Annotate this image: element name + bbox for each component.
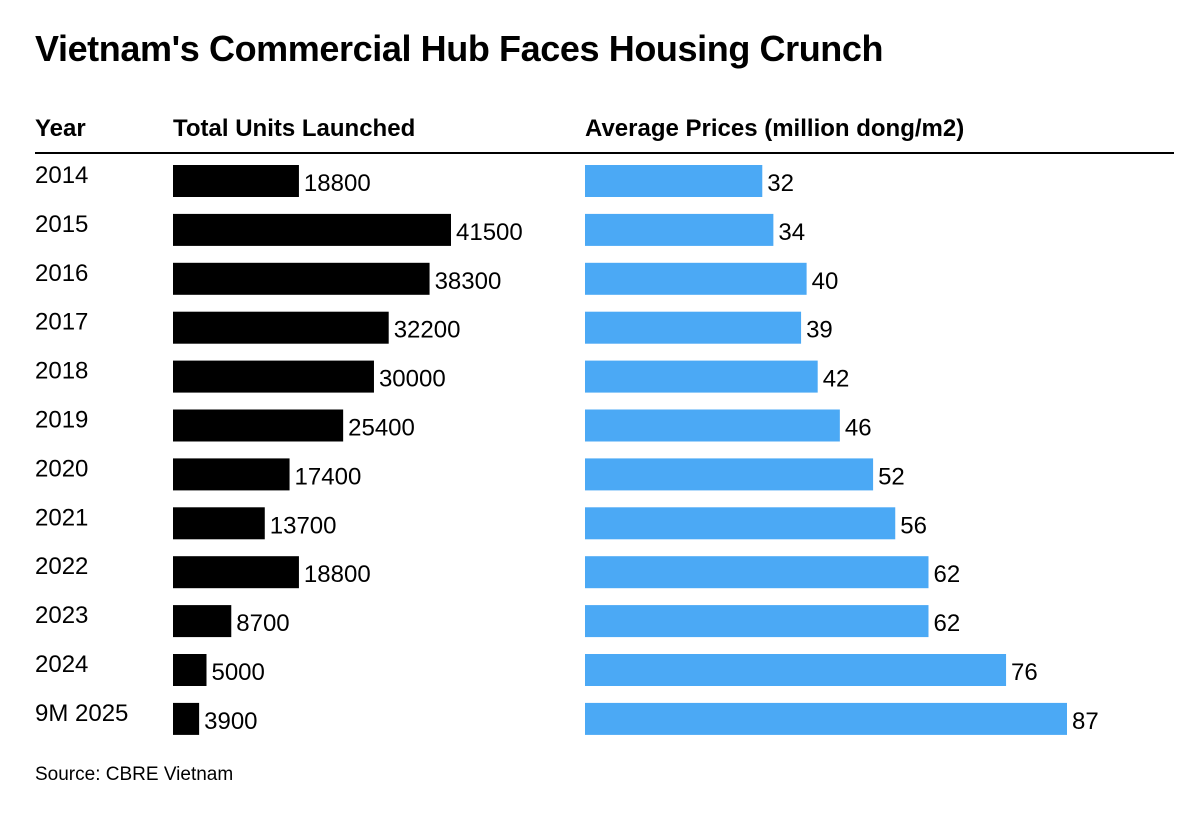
units-bar <box>173 458 290 491</box>
price-value-label: 40 <box>812 268 839 295</box>
price-bar <box>585 311 802 344</box>
price-value-label: 87 <box>1072 708 1099 735</box>
year-label: 2014 <box>35 162 88 189</box>
price-bar <box>585 507 896 540</box>
price-bar <box>585 556 929 589</box>
units-bar <box>173 360 374 393</box>
units-value-label: 3900 <box>204 708 257 735</box>
units-bar <box>173 605 232 638</box>
source-note: Source: CBRE Vietnam <box>35 764 234 785</box>
year-label: 2022 <box>35 553 88 580</box>
price-bar <box>585 360 818 393</box>
units-value-label: 18800 <box>304 561 371 588</box>
price-value-label: 76 <box>1011 659 1038 686</box>
chart-title: Vietnam's Commercial Hub Faces Housing C… <box>35 28 884 69</box>
units-value-label: 30000 <box>379 366 446 393</box>
units-bar <box>173 507 265 540</box>
price-bar <box>585 458 874 491</box>
price-bar <box>585 702 1067 735</box>
price-bar <box>585 605 929 638</box>
units-value-label: 13700 <box>270 512 337 539</box>
price-bar <box>585 654 1007 686</box>
units-bar <box>173 165 299 197</box>
units-bar <box>173 702 200 735</box>
units-bar <box>173 262 430 295</box>
price-value-label: 56 <box>900 512 927 539</box>
price-value-label: 62 <box>933 561 960 588</box>
bar-chart: 2014 18800 32 2015 41500 34 2016 38300 40 2017 322… <box>35 162 1099 735</box>
price-value-label: 34 <box>778 219 805 246</box>
price-value-label: 62 <box>933 610 960 637</box>
price-bar <box>585 262 807 295</box>
price-value-label: 52 <box>878 463 905 490</box>
year-label: 2018 <box>35 358 88 385</box>
price-value-label: 32 <box>767 170 794 197</box>
units-value-label: 17400 <box>295 463 362 490</box>
price-bar <box>585 409 840 442</box>
units-value-label: 8700 <box>236 610 289 637</box>
price-value-label: 39 <box>806 317 833 344</box>
year-label: 2024 <box>35 651 88 678</box>
units-value-label: 25400 <box>348 415 415 442</box>
units-bar <box>173 409 344 442</box>
units-value-label: 18800 <box>304 170 371 197</box>
year-label: 2019 <box>35 407 88 434</box>
units-value-label: 5000 <box>211 659 264 686</box>
units-bar <box>173 556 299 589</box>
units-bar <box>173 654 207 686</box>
year-label: 9M 2025 <box>35 700 128 727</box>
units-bar <box>173 311 389 344</box>
price-value-label: 46 <box>845 415 872 442</box>
year-label: 2023 <box>35 602 88 629</box>
year-label: 2016 <box>35 260 88 287</box>
price-bar <box>585 165 763 197</box>
header-divider <box>35 152 1174 154</box>
units-value-label: 41500 <box>456 219 523 246</box>
prices-column-header: Average Prices (million dong/m2) <box>585 115 965 142</box>
year-label: 2021 <box>35 504 88 531</box>
year-label: 2015 <box>35 211 88 238</box>
year-column-header: Year <box>35 115 86 142</box>
units-column-header: Total Units Launched <box>173 115 416 142</box>
year-label: 2017 <box>35 309 88 336</box>
units-bar <box>173 213 451 246</box>
price-bar <box>585 213 774 246</box>
units-value-label: 32200 <box>394 317 461 344</box>
year-label: 2020 <box>35 455 88 482</box>
units-value-label: 38300 <box>435 268 502 295</box>
price-value-label: 42 <box>823 366 850 393</box>
